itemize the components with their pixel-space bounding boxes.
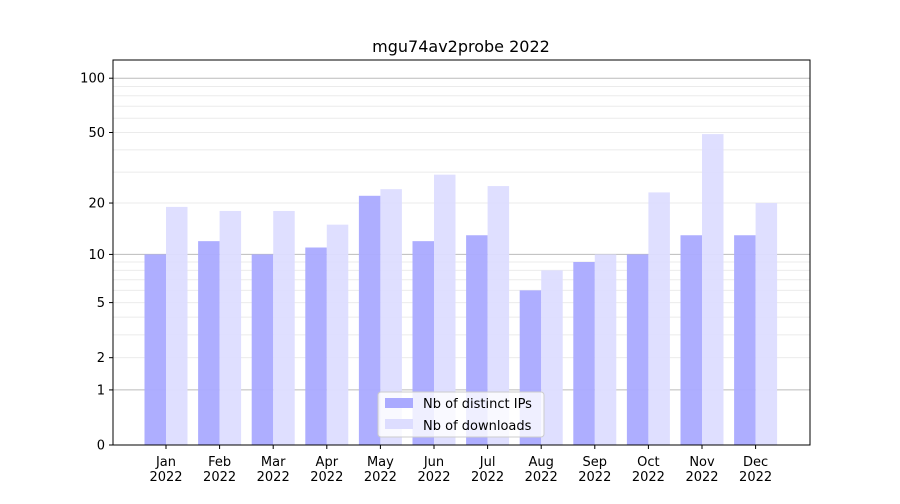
- bar-ips: [198, 241, 220, 445]
- bar-ips: [305, 247, 327, 445]
- legend: Nb of distinct IPs Nb of downloads: [377, 391, 545, 438]
- bar-ips: [251, 254, 274, 445]
- y-tick-label: 1: [97, 383, 105, 398]
- x-tick-label: Aug 2022: [525, 455, 558, 485]
- y-tick-label: 50: [88, 126, 105, 141]
- bar-downloads: [326, 224, 349, 445]
- bar-ips: [626, 254, 649, 445]
- x-tick-label: Oct 2022: [632, 455, 665, 485]
- bar-downloads: [648, 192, 670, 445]
- bar-downloads: [219, 210, 242, 445]
- bar-ips: [680, 235, 702, 445]
- y-tick-label: 100: [80, 72, 105, 87]
- bar-downloads: [541, 270, 563, 445]
- bar-downloads: [273, 210, 295, 445]
- y-tick-label: 10: [88, 248, 105, 263]
- bar-downloads: [702, 134, 724, 445]
- bar-downloads: [166, 206, 188, 445]
- chart-title: mgu74av2probe 2022: [372, 37, 550, 56]
- bar-downloads: [380, 189, 402, 445]
- x-tick-label: Sep 2022: [578, 455, 611, 485]
- x-tick-label: Nov 2022: [685, 455, 718, 485]
- bar-ips: [573, 261, 595, 445]
- legend-label-ips: Nb of distinct IPs: [423, 397, 532, 412]
- y-tick-label: 20: [88, 197, 105, 212]
- bar-downloads: [434, 174, 456, 445]
- bar-downloads: [594, 254, 617, 445]
- bar-ips: [734, 235, 756, 445]
- legend-swatch-downloads: [385, 419, 413, 429]
- x-tick-label: Feb 2022: [203, 455, 236, 485]
- legend-swatch-ips: [385, 398, 413, 408]
- bar-ips: [358, 195, 381, 445]
- x-tick-label: Jun 2022: [417, 455, 450, 485]
- bar-downloads: [755, 203, 778, 445]
- y-tick-label: 0: [97, 439, 105, 454]
- bar-ips: [144, 254, 166, 445]
- x-tick-label: May 2022: [364, 455, 397, 485]
- y-tick-label: 5: [97, 296, 105, 311]
- x-tick-label: Jul 2022: [471, 455, 504, 485]
- x-tick-label: Apr 2022: [310, 455, 343, 485]
- legend-box: [377, 391, 545, 438]
- x-tick-label: Dec 2022: [739, 455, 772, 485]
- y-tick-label: 2: [97, 351, 105, 366]
- plot-frame: [112, 59, 811, 446]
- x-tick-label: Mar 2022: [257, 455, 290, 485]
- legend-label-downloads: Nb of downloads: [423, 419, 532, 434]
- bar-downloads: [487, 186, 510, 445]
- x-tick-label: Jan 2022: [149, 455, 182, 485]
